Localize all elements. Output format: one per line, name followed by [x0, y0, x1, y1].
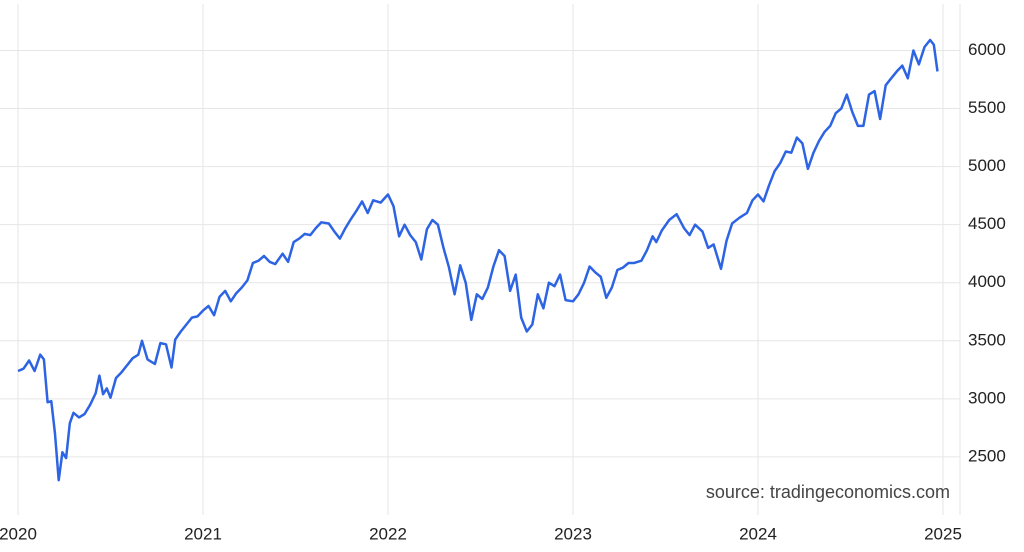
y-tick-label: 3000	[968, 388, 1006, 407]
y-tick-label: 3500	[968, 330, 1006, 349]
x-tick-label: 2022	[369, 524, 407, 543]
x-tick-label: 2020	[0, 524, 37, 543]
y-tick-label: 4500	[968, 214, 1006, 233]
x-tick-label: 2025	[924, 524, 962, 543]
price-line	[17, 38, 939, 482]
y-tick-label: 6000	[968, 40, 1006, 59]
source-note: source: tradingeconomics.com	[706, 482, 950, 502]
y-tick-label: 5000	[968, 156, 1006, 175]
x-tick-label: 2021	[184, 524, 222, 543]
y-tick-label: 5500	[968, 98, 1006, 117]
x-tick-label: 2024	[739, 524, 777, 543]
x-tick-label: 2023	[554, 524, 592, 543]
y-tick-label: 2500	[968, 446, 1006, 465]
y-tick-label: 4000	[968, 272, 1006, 291]
